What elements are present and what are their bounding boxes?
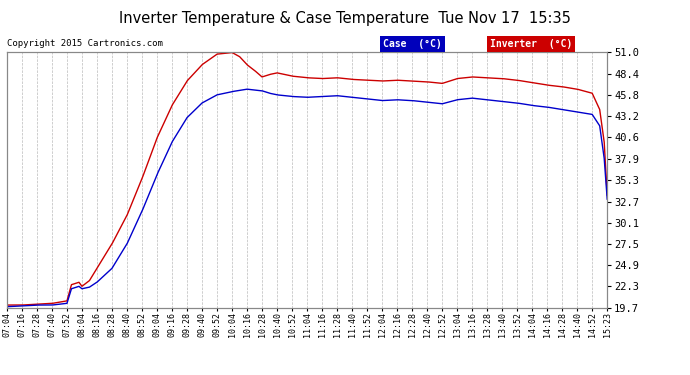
Text: Inverter Temperature & Case Temperature  Tue Nov 17  15:35: Inverter Temperature & Case Temperature …	[119, 11, 571, 26]
Text: Case  (°C): Case (°C)	[383, 39, 442, 50]
Text: Copyright 2015 Cartronics.com: Copyright 2015 Cartronics.com	[7, 39, 163, 48]
Text: Inverter  (°C): Inverter (°C)	[490, 39, 572, 50]
